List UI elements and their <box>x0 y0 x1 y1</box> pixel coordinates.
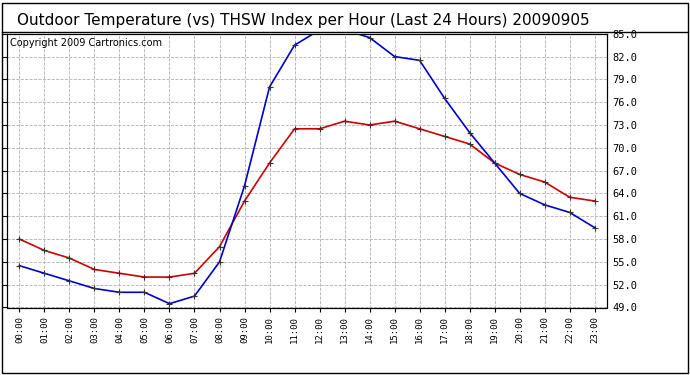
Text: Outdoor Temperature (vs) THSW Index per Hour (Last 24 Hours) 20090905: Outdoor Temperature (vs) THSW Index per … <box>17 13 590 28</box>
Text: Copyright 2009 Cartronics.com: Copyright 2009 Cartronics.com <box>10 38 162 48</box>
